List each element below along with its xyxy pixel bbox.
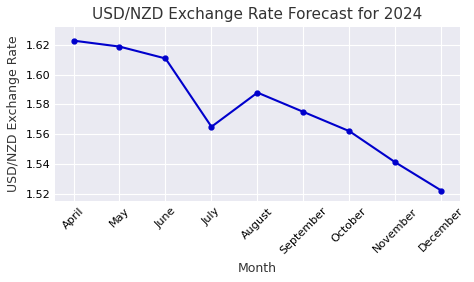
X-axis label: Month: Month [238, 262, 277, 275]
Title: USD/NZD Exchange Rate Forecast for 2024: USD/NZD Exchange Rate Forecast for 2024 [92, 7, 423, 22]
Y-axis label: USD/NZD Exchange Rate: USD/NZD Exchange Rate [7, 36, 20, 192]
